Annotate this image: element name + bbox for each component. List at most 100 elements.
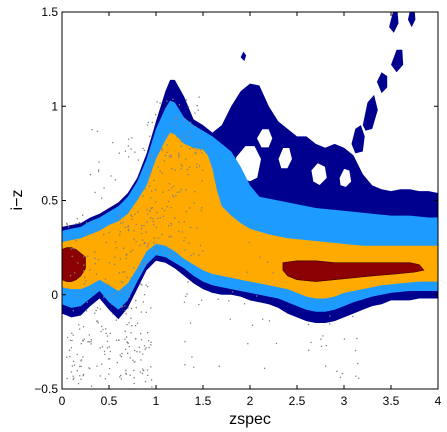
scatter-point bbox=[115, 247, 118, 249]
scatter-point bbox=[145, 284, 147, 286]
scatter-points bbox=[66, 96, 360, 388]
y-tick-label: 0 bbox=[51, 288, 58, 302]
scatter-point bbox=[191, 147, 194, 149]
scatter-point bbox=[147, 243, 149, 245]
scatter-point bbox=[147, 168, 150, 170]
scatter-point bbox=[119, 291, 122, 293]
scatter-point bbox=[79, 222, 81, 224]
scatter-point bbox=[168, 249, 171, 251]
scatter-point bbox=[139, 351, 141, 353]
scatter-point bbox=[119, 231, 121, 233]
scatter-point bbox=[146, 124, 149, 126]
scatter-point bbox=[202, 169, 204, 171]
scatter-point bbox=[185, 295, 187, 297]
scatter-point bbox=[75, 240, 77, 242]
scatter-point bbox=[137, 267, 139, 269]
scatter-point bbox=[130, 148, 132, 150]
scatter-point bbox=[339, 376, 342, 378]
scatter-point bbox=[141, 225, 143, 227]
scatter-point bbox=[120, 222, 122, 224]
scatter-point bbox=[140, 339, 142, 341]
scatter-point bbox=[123, 247, 125, 249]
scatter-point bbox=[90, 343, 92, 345]
scatter-point bbox=[163, 160, 166, 162]
scatter-point bbox=[72, 378, 74, 380]
scatter-point bbox=[262, 318, 264, 320]
scatter-point bbox=[131, 218, 133, 220]
scatter-point bbox=[143, 224, 145, 227]
scatter-point bbox=[80, 378, 82, 380]
scatter-point bbox=[156, 101, 158, 103]
scatter-point bbox=[72, 310, 74, 312]
scatter-point bbox=[79, 365, 81, 368]
scatter-point bbox=[354, 349, 357, 352]
scatter-point bbox=[185, 211, 187, 213]
scatter-point bbox=[80, 360, 82, 362]
scatter-point bbox=[107, 358, 110, 360]
scatter-point bbox=[88, 367, 90, 369]
scatter-point bbox=[85, 222, 88, 224]
scatter-point bbox=[112, 142, 114, 144]
scatter-point bbox=[122, 281, 124, 284]
scatter-point bbox=[69, 339, 71, 341]
scatter-point bbox=[196, 227, 198, 229]
scatter-point bbox=[186, 168, 189, 171]
scatter-point bbox=[133, 230, 135, 232]
scatter-point bbox=[352, 315, 354, 318]
scatter-point bbox=[201, 180, 203, 182]
scatter-point bbox=[105, 328, 107, 330]
scatter-point bbox=[83, 264, 85, 266]
contour-hole-4 bbox=[310, 162, 328, 186]
scatter-point bbox=[184, 118, 186, 120]
scatter-point bbox=[72, 334, 74, 336]
scatter-point bbox=[75, 223, 77, 225]
scatter-point bbox=[151, 154, 153, 157]
x-tick-label: 3.5 bbox=[383, 394, 400, 408]
contour-level-4 bbox=[62, 247, 86, 282]
scatter-point bbox=[86, 301, 88, 303]
scatter-point bbox=[130, 286, 132, 289]
scatter-point bbox=[161, 233, 163, 236]
scatter-point bbox=[170, 224, 172, 226]
scatter-point bbox=[247, 343, 249, 345]
scatter-point bbox=[120, 374, 122, 376]
scatter-point bbox=[94, 251, 96, 253]
scatter-point bbox=[140, 359, 142, 361]
scatter-point bbox=[358, 377, 360, 379]
scatter-point bbox=[186, 293, 188, 295]
scatter-point bbox=[104, 353, 106, 356]
scatter-point bbox=[82, 326, 85, 328]
scatter-point bbox=[183, 221, 185, 223]
scatter-point bbox=[70, 248, 72, 250]
scatter-point bbox=[119, 376, 121, 378]
scatter-point bbox=[140, 311, 142, 313]
scatter-point bbox=[150, 197, 152, 199]
scatter-point bbox=[115, 319, 117, 321]
scatter-point bbox=[83, 283, 86, 285]
scatter-point bbox=[170, 154, 172, 156]
scatter-point bbox=[217, 298, 219, 300]
scatter-point bbox=[133, 377, 135, 379]
scatter-point bbox=[83, 338, 85, 340]
scatter-point bbox=[184, 121, 186, 123]
scatter-point bbox=[172, 196, 175, 198]
scatter-point bbox=[235, 287, 237, 290]
scatter-point bbox=[152, 220, 154, 223]
scatter-point bbox=[120, 306, 122, 308]
scatter-point bbox=[89, 367, 91, 370]
scatter-point bbox=[266, 261, 269, 263]
scatter-point bbox=[77, 222, 80, 224]
scatter-point bbox=[173, 185, 175, 187]
scatter-point bbox=[131, 325, 133, 327]
scatter-point bbox=[67, 336, 69, 339]
plot-area bbox=[62, 12, 438, 388]
scatter-point bbox=[193, 253, 195, 255]
scatter-point bbox=[155, 114, 157, 116]
scatter-point bbox=[251, 324, 254, 326]
scatter-point bbox=[264, 367, 266, 369]
scatter-point bbox=[131, 137, 133, 139]
scatter-point bbox=[156, 211, 158, 214]
scatter-point bbox=[146, 245, 149, 247]
scatter-point bbox=[152, 157, 154, 159]
